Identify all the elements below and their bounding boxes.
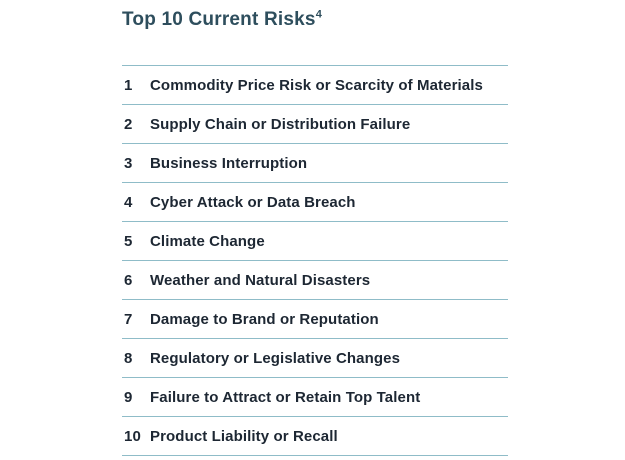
risk-rank: 10 <box>124 427 141 445</box>
table-row: 10 Product Liability or Recall <box>122 416 508 455</box>
table-row: 1 Commodity Price Risk or Scarcity of Ma… <box>122 65 508 104</box>
table-row: 3 Business Interruption <box>122 143 508 182</box>
table-row: 2 Supply Chain or Distribution Failure <box>122 104 508 143</box>
table-row: 6 Weather and Natural Disasters <box>122 260 508 299</box>
table-row: 7 Damage to Brand or Reputation <box>122 299 508 338</box>
risk-rank: 1 <box>124 76 133 94</box>
table-row: 9 Failure to Attract or Retain Top Talen… <box>122 377 508 416</box>
risk-rank: 7 <box>124 310 133 328</box>
risk-rank: 6 <box>124 271 133 289</box>
risk-rank: 8 <box>124 349 133 367</box>
risk-rank: 2 <box>124 115 133 133</box>
page-title: Top 10 Current Risks4 <box>122 8 508 32</box>
table-row: 4 Cyber Attack or Data Breach <box>122 182 508 221</box>
risk-label: Business Interruption <box>150 154 308 172</box>
risk-rank: 9 <box>124 388 133 406</box>
risk-label: Weather and Natural Disasters <box>150 271 371 289</box>
table-row: 5 Climate Change <box>122 221 508 260</box>
risk-label: Damage to Brand or Reputation <box>150 310 379 328</box>
risk-rank: 3 <box>124 154 133 172</box>
risk-table: 1 Commodity Price Risk or Scarcity of Ma… <box>122 65 508 456</box>
risk-label: Regulatory or Legislative Changes <box>150 349 401 367</box>
risk-label: Product Liability or Recall <box>150 427 338 445</box>
risk-figure: Top 10 Current Risks4 1 Commodity Price … <box>122 0 508 456</box>
risk-rank: 5 <box>124 232 133 250</box>
risk-label: Cyber Attack or Data Breach <box>150 193 356 211</box>
risk-label: Climate Change <box>150 232 265 250</box>
risk-label: Failure to Attract or Retain Top Talent <box>150 388 421 406</box>
risk-rank: 4 <box>124 193 133 211</box>
footnote-marker: 4 <box>315 8 323 21</box>
table-row: 8 Regulatory or Legislative Changes <box>122 338 508 377</box>
page-title-text: Top 10 Current Risks <box>122 9 316 30</box>
risk-label: Supply Chain or Distribution Failure <box>150 115 411 133</box>
risk-label: Commodity Price Risk or Scarcity of Mate… <box>150 76 483 94</box>
